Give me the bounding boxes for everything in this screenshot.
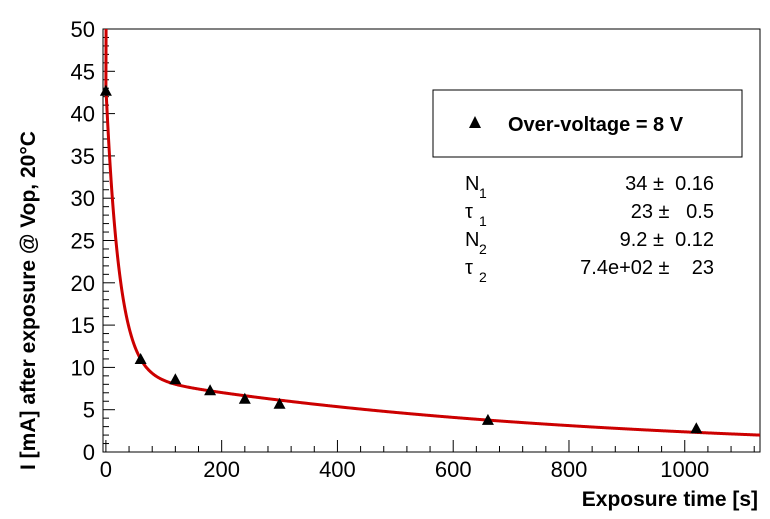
legend-box	[432, 89, 743, 158]
y-tick-label: 40	[71, 102, 95, 127]
data-point	[134, 352, 147, 364]
data-point	[238, 392, 251, 404]
y-tick-label: 15	[71, 313, 95, 338]
legend-marker-triangle	[469, 116, 481, 128]
data-point	[169, 373, 182, 385]
stat-subscript: 2	[479, 269, 487, 285]
fit-curve	[104, 28, 761, 437]
x-tick-label: 600	[435, 457, 472, 482]
data-point	[273, 397, 286, 409]
stat-name: τ	[465, 257, 473, 279]
y-tick-label: 20	[71, 271, 95, 296]
stat-value: 7.4e+02 ± 23	[580, 257, 714, 279]
x-tick-label: 0	[100, 457, 112, 482]
y-tick-label: 0	[83, 440, 95, 465]
x-tick-label: 400	[319, 457, 356, 482]
x-axis-title: Exposure time [s]	[582, 488, 758, 511]
y-tick-label: 10	[71, 355, 95, 380]
stat-name: N	[465, 173, 479, 195]
x-axis-ticks	[105, 440, 755, 452]
data-point	[99, 84, 112, 96]
stat-value: 34 ± 0.16	[625, 173, 714, 195]
y-tick-label: 50	[71, 17, 95, 42]
y-axis-ticks	[103, 28, 115, 453]
x-tick-label: 200	[203, 457, 240, 482]
y-tick-label: 25	[71, 229, 95, 254]
data-markers	[99, 84, 703, 434]
data-point	[690, 422, 703, 434]
y-tick-label: 5	[83, 398, 95, 423]
legend: Over-voltage = 8 V	[432, 89, 743, 158]
y-tick-label: 30	[71, 186, 95, 211]
fit-stats: N 1 34 ± 0.16τ 1 23 ± 0.5N 2 9.2 ± 0.12τ 2 7.4e+…	[465, 173, 714, 285]
stat-subscript: 1	[479, 185, 487, 201]
x-tick-label: 1000	[660, 457, 709, 482]
y-axis-tick-labels: 0 5 10 15 20 25 30 35 40 45 50	[71, 17, 95, 465]
stat-name: τ	[465, 201, 473, 223]
y-tick-label: 35	[71, 144, 95, 169]
y-tick-label: 45	[71, 59, 95, 84]
stat-subscript: 1	[479, 213, 487, 229]
y-axis-title: I [mA] after exposure @ Vop, 20°C	[17, 131, 40, 470]
stat-subscript: 2	[479, 241, 487, 257]
stat-value: 9.2 ± 0.12	[620, 229, 714, 251]
x-axis-tick-labels: 0 200 400 600 800 1000	[100, 457, 709, 482]
legend-label: Over-voltage = 8 V	[508, 114, 684, 136]
stat-name: N	[465, 229, 479, 251]
stat-value: 23 ± 0.5	[631, 201, 714, 223]
data-point	[481, 413, 494, 425]
data-point	[204, 384, 217, 396]
x-tick-label: 800	[551, 457, 588, 482]
